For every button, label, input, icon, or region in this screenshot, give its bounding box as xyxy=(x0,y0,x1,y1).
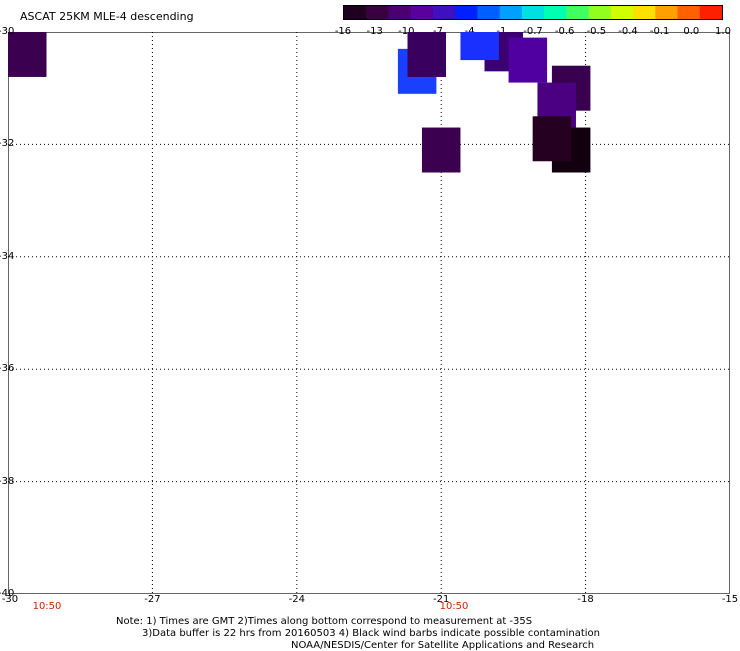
colorbar-tick-label: -0.7 xyxy=(523,26,543,37)
note-line-3: NOAA/NESDIS/Center for Satellite Applica… xyxy=(291,640,595,651)
colorbar-swatch xyxy=(655,6,679,19)
plot-frame xyxy=(8,32,730,594)
data-cell xyxy=(532,116,572,162)
x-axis-label: -27 xyxy=(144,594,161,605)
colorbar-swatch xyxy=(366,6,390,19)
colorbar-swatch xyxy=(699,6,722,19)
colorbar-swatch xyxy=(588,6,612,19)
y-axis-label: -38 xyxy=(0,475,15,487)
time-label-left: 10:50 xyxy=(32,601,62,612)
colorbar-tick-label: -0.5 xyxy=(586,26,607,37)
y-axis-label: -40 xyxy=(0,588,15,599)
y-axis-label: -34 xyxy=(0,250,15,262)
colorbar-swatch xyxy=(344,6,367,19)
colorbar-swatch xyxy=(633,6,656,19)
colorbar-tick-label: -0.6 xyxy=(554,26,575,37)
colorbar-swatch xyxy=(499,6,523,19)
x-axis-label: -21 xyxy=(433,594,450,605)
colorbar-swatch xyxy=(544,6,567,19)
data-cell xyxy=(421,127,461,173)
x-axis-label: -24 xyxy=(288,594,305,605)
colorbar-swatch xyxy=(432,6,456,19)
colorbar-swatch xyxy=(477,6,501,19)
colorbar-swatch xyxy=(455,6,479,19)
note-line-1: Note: 1) Times are GMT 2)Times along bot… xyxy=(116,616,533,627)
x-axis-label: -30 xyxy=(1,594,19,605)
colorbar-tick-label: 1.0 xyxy=(715,26,731,37)
colorbar-tick-label: -7 xyxy=(433,26,443,37)
colorbar xyxy=(343,5,723,20)
colorbar-tick-label: -10 xyxy=(398,26,415,37)
y-axis-label: -36 xyxy=(0,363,15,375)
colorbar-swatch xyxy=(521,6,545,19)
data-cell xyxy=(407,32,447,77)
map-plot-area xyxy=(8,32,730,594)
colorbar-tick-label: 0.0 xyxy=(683,26,700,37)
colorbar-swatch xyxy=(677,6,701,19)
data-cell xyxy=(8,32,47,77)
y-axis-label: -32 xyxy=(0,138,15,150)
data-cell xyxy=(508,37,548,83)
time-label-mid: 10:50 xyxy=(439,601,469,612)
colorbar-swatch xyxy=(388,6,412,19)
data-cell xyxy=(460,32,499,61)
colorbar-tick-label: -0.1 xyxy=(649,26,670,37)
colorbar-tick-label: -16 xyxy=(334,26,352,37)
colorbar-tick-label: -13 xyxy=(366,26,383,37)
note-line-2: 3)Data buffer is 22 hrs from 20160503 4)… xyxy=(142,628,600,639)
colorbar-swatch xyxy=(566,6,590,19)
x-axis-label: -15 xyxy=(721,594,739,605)
colorbar-tick-label: -0.4 xyxy=(618,26,638,37)
colorbar-swatch xyxy=(610,6,634,19)
colorbar-swatch xyxy=(410,6,434,19)
map-title: ASCAT 25KM MLE-4 descending xyxy=(20,10,194,23)
y-axis-label: -30 xyxy=(0,26,15,37)
x-axis-label: -18 xyxy=(577,594,594,605)
